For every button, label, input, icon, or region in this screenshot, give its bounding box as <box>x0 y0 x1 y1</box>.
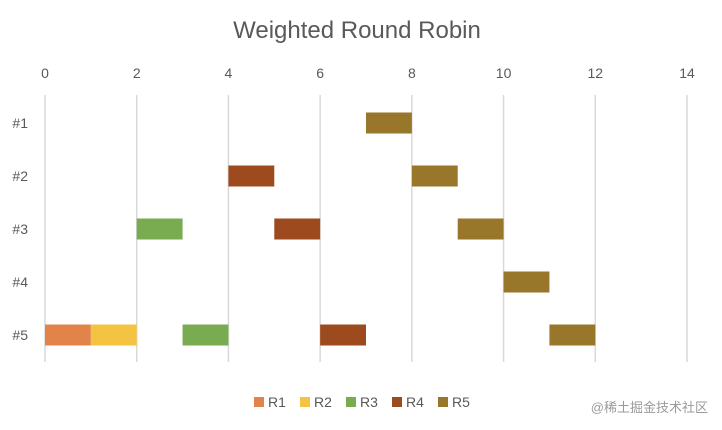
bar-r5-4 <box>549 324 596 346</box>
bar-r5-1 <box>411 165 458 187</box>
bar-r3-1 <box>182 324 229 346</box>
bar-r4-1 <box>274 218 321 240</box>
legend-swatch-r3 <box>346 397 356 407</box>
legend-label-r4: R4 <box>406 394 424 410</box>
x-tick-label: 0 <box>41 65 49 81</box>
x-axis-ticks: 0 2 4 6 8 10 12 14 <box>41 65 695 81</box>
legend-label-r5: R5 <box>452 394 470 410</box>
x-tick-label: 12 <box>587 65 603 81</box>
y-tick-label: #1 <box>12 115 28 131</box>
legend-swatch-r2 <box>300 397 310 407</box>
x-tick-label: 6 <box>316 65 324 81</box>
bar-r1-0 <box>45 324 91 346</box>
x-tick-label: 14 <box>679 65 695 81</box>
y-tick-label: #3 <box>12 221 28 237</box>
bar-r3-0 <box>136 218 183 240</box>
legend-swatch-r5 <box>438 397 448 407</box>
bar-r5-0 <box>366 112 412 134</box>
legend-label-r1: R1 <box>268 394 286 410</box>
y-tick-label: #2 <box>12 168 28 184</box>
y-tick-label: #5 <box>12 327 28 343</box>
x-tick-label: 4 <box>225 65 233 81</box>
bar-r4-0 <box>228 165 275 187</box>
bar-segments <box>45 112 596 346</box>
legend-swatch-r4 <box>392 397 402 407</box>
legend-swatch-r1 <box>254 397 264 407</box>
watermark-text: @稀土掘金技术社区 <box>591 400 708 415</box>
chart-title: Weighted Round Robin <box>233 17 481 44</box>
bar-r5-3 <box>503 271 550 293</box>
x-tick-label: 10 <box>496 65 512 81</box>
x-tick-label: 2 <box>133 65 141 81</box>
y-tick-label: #4 <box>12 274 28 290</box>
legend-label-r2: R2 <box>314 394 332 410</box>
bar-r2-0 <box>90 324 137 346</box>
bar-r5-2 <box>457 218 504 240</box>
y-axis-ticks: #1 #2 #3 #4 #5 <box>12 115 28 343</box>
x-tick-label: 8 <box>408 65 416 81</box>
legend-label-r3: R3 <box>360 394 378 410</box>
legend: R1 R2 R3 R4 R5 <box>254 394 470 410</box>
bar-r4-2 <box>320 324 366 346</box>
